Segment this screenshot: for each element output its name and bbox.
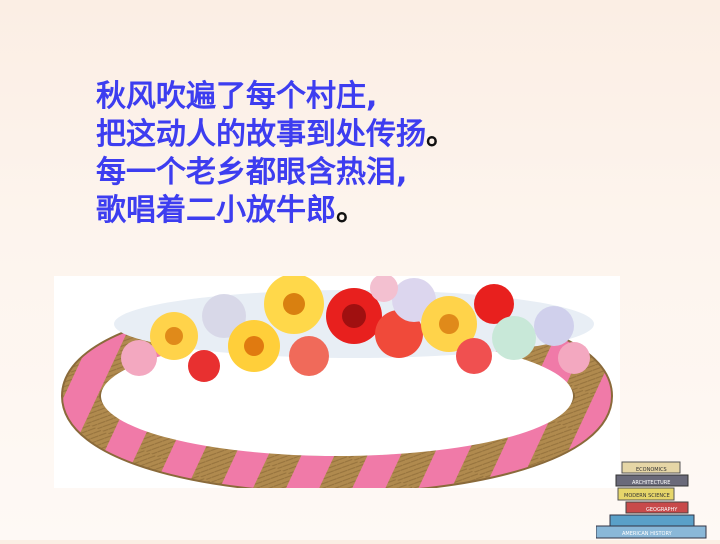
svg-text:ARCHITECTURE: ARCHITECTURE xyxy=(632,480,670,486)
poem-text: 秋风吹遍了每个村庄, 把这动人的故事到处传扬。 每一个老乡都眼含热泪, 歌唱着二… xyxy=(96,78,456,230)
flower-wreath-icon xyxy=(61,274,613,494)
poem-line-4: 歌唱着二小放牛郎。 xyxy=(96,193,366,228)
books-icon: ECONOMICS ARCHITECTURE MODERN SCIENCE GE… xyxy=(595,458,720,540)
poem-line-1: 秋风吹遍了每个村庄, xyxy=(96,79,378,114)
flowers-icon xyxy=(114,274,594,382)
svg-text:MODERN SCIENCE: MODERN SCIENCE xyxy=(624,493,670,499)
poem-line-3: 每一个老乡都眼含热泪, xyxy=(96,155,408,190)
wreath-image xyxy=(54,274,620,494)
svg-text:GEOGRAPHY: GEOGRAPHY xyxy=(646,507,678,513)
svg-text:AMERICAN HISTORY: AMERICAN HISTORY xyxy=(622,531,673,537)
svg-text:ECONOMICS: ECONOMICS xyxy=(636,467,667,473)
book-stack-icon: ECONOMICS ARCHITECTURE MODERN SCIENCE GE… xyxy=(595,461,707,539)
poem-line-2: 把这动人的故事到处传扬。 xyxy=(96,117,456,152)
